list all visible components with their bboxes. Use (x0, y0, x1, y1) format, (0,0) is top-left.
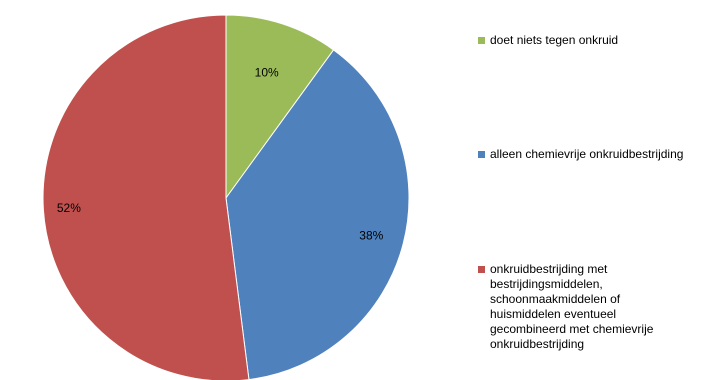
legend-item-0: doet niets tegen onkruid (478, 33, 712, 48)
pie-slice-2 (43, 15, 249, 380)
legend-label-0: doet niets tegen onkruid (490, 33, 712, 48)
legend: doet niets tegen onkruid alleen chemievr… (478, 0, 714, 380)
legend-swatch-0 (478, 37, 485, 44)
legend-item-2: onkruidbestrijding met bestrijdingsmidde… (478, 262, 712, 352)
legend-label-1: alleen chemievrije onkruidbestrijding (490, 147, 712, 162)
pie-slices (43, 15, 409, 380)
pie-data-label-1: 38% (359, 228, 383, 242)
legend-item-1: alleen chemievrije onkruidbestrijding (478, 147, 712, 162)
legend-label-2: onkruidbestrijding met bestrijdingsmidde… (490, 262, 712, 352)
pie-data-label-2: 52% (57, 201, 81, 215)
legend-swatch-1 (478, 151, 485, 158)
legend-swatch-2 (478, 266, 485, 273)
pie-data-label-0: 10% (255, 66, 279, 80)
